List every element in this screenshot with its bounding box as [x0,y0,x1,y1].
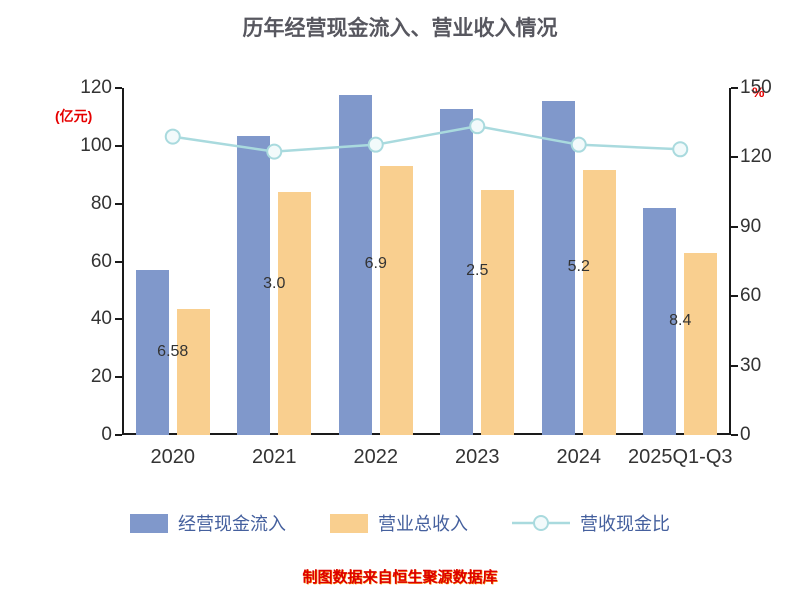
left-axis-tick-label: 100 [80,134,112,156]
right-axis-tick-mark [731,434,738,436]
bar-cash-inflow [237,135,271,435]
bar-value-label: 6.9 [364,255,387,273]
legend-label: 经营现金流入 [178,514,286,534]
bar-value-label: 3.0 [263,275,286,293]
footer-note: 制图数据来自恒生聚源数据库 [302,569,498,586]
left-axis-tick-label: 0 [101,424,112,445]
ratio-marker [266,143,283,160]
right-axis-tick-mark [731,295,738,298]
x-axis-category-label: 2025Q1-Q3 [627,446,733,468]
ratio-line-series [164,118,689,160]
left-axis-tick-label: 80 [90,192,112,214]
bar-cash-inflow [643,208,677,435]
right-axis-tick-mark [731,87,738,89]
right-axis-tick-label: 60 [740,285,762,307]
x-axis-category-label: 2023 [455,446,500,468]
right-axis-tick-mark [731,364,738,367]
left-axis-tick-label: 120 [80,77,112,98]
left-axis-tick-mark [115,202,122,205]
bar-cash-inflow [541,101,575,435]
bar-cash-inflow [338,95,372,435]
x-axis-category-label: 2024 [556,446,602,468]
left-axis-tick-label: 40 [90,308,112,330]
right-axis-tick-label: 120 [740,146,772,168]
legend-label: 营收现金比 [580,514,670,534]
ratio-marker [570,136,587,153]
legend-label: 营业总收入 [378,514,468,534]
ratio-marker [672,141,689,158]
left-axis-tick-mark [115,260,122,263]
bar-total-revenue [278,192,312,435]
plot-area [122,88,731,435]
left-axis-tick-mark [115,434,122,436]
legend-item[interactable]: 营业总收入 [330,510,468,536]
bar-value-label: 2.5 [466,261,489,279]
x-axis-category-label: 2022 [353,446,399,468]
ratio-marker [164,128,181,145]
right-axis-tick-label: 30 [740,354,762,376]
bar-total-revenue [582,170,616,435]
bar-total-revenue [684,253,718,435]
ratio-marker [367,136,384,153]
right-axis-tick-label: 90 [740,215,762,237]
ratio-marker [469,118,486,135]
left-axis-tick-label: 20 [90,366,112,388]
left-axis-tick-mark [115,144,122,147]
legend-swatch [130,513,168,533]
legend-line-sample [512,515,570,531]
x-axis-category-label: 2020 [150,446,196,468]
legend-item[interactable]: 经营现金流入 [130,510,286,536]
ratio-line [172,124,681,153]
bar-cash-inflow [440,108,474,435]
left-axis-tick-label: 60 [90,250,112,272]
right-axis-tick-label: 150 [740,77,772,98]
legend-swatch [330,513,368,533]
left-axis-tick-mark [115,376,122,379]
chart-title: 历年经营现金流入、营业收入情况 [242,17,558,40]
bar-value-label: 6.58 [157,342,189,360]
bar-value-label: 8.4 [669,311,692,329]
x-axis-category-label: 2021 [252,446,297,468]
right-axis-unit-label: % [752,84,765,100]
bar-total-revenue [176,309,210,435]
left-axis-unit-label: (亿元) [55,108,93,124]
bar-cash-inflow [135,270,169,435]
right-axis-tick-label: 0 [740,424,751,445]
bar-total-revenue [481,189,515,435]
bar-total-revenue [379,166,413,435]
right-axis-tick-mark [731,225,738,228]
left-axis-tick-mark [115,87,122,89]
right-axis-tick-mark [731,156,738,159]
legend: 经营现金流入 营业总收入 营收现金比 [0,510,800,536]
bar-value-label: 5.2 [567,258,590,275]
left-axis-tick-mark [115,318,122,321]
legend-item[interactable]: 营收现金比 [512,510,670,536]
